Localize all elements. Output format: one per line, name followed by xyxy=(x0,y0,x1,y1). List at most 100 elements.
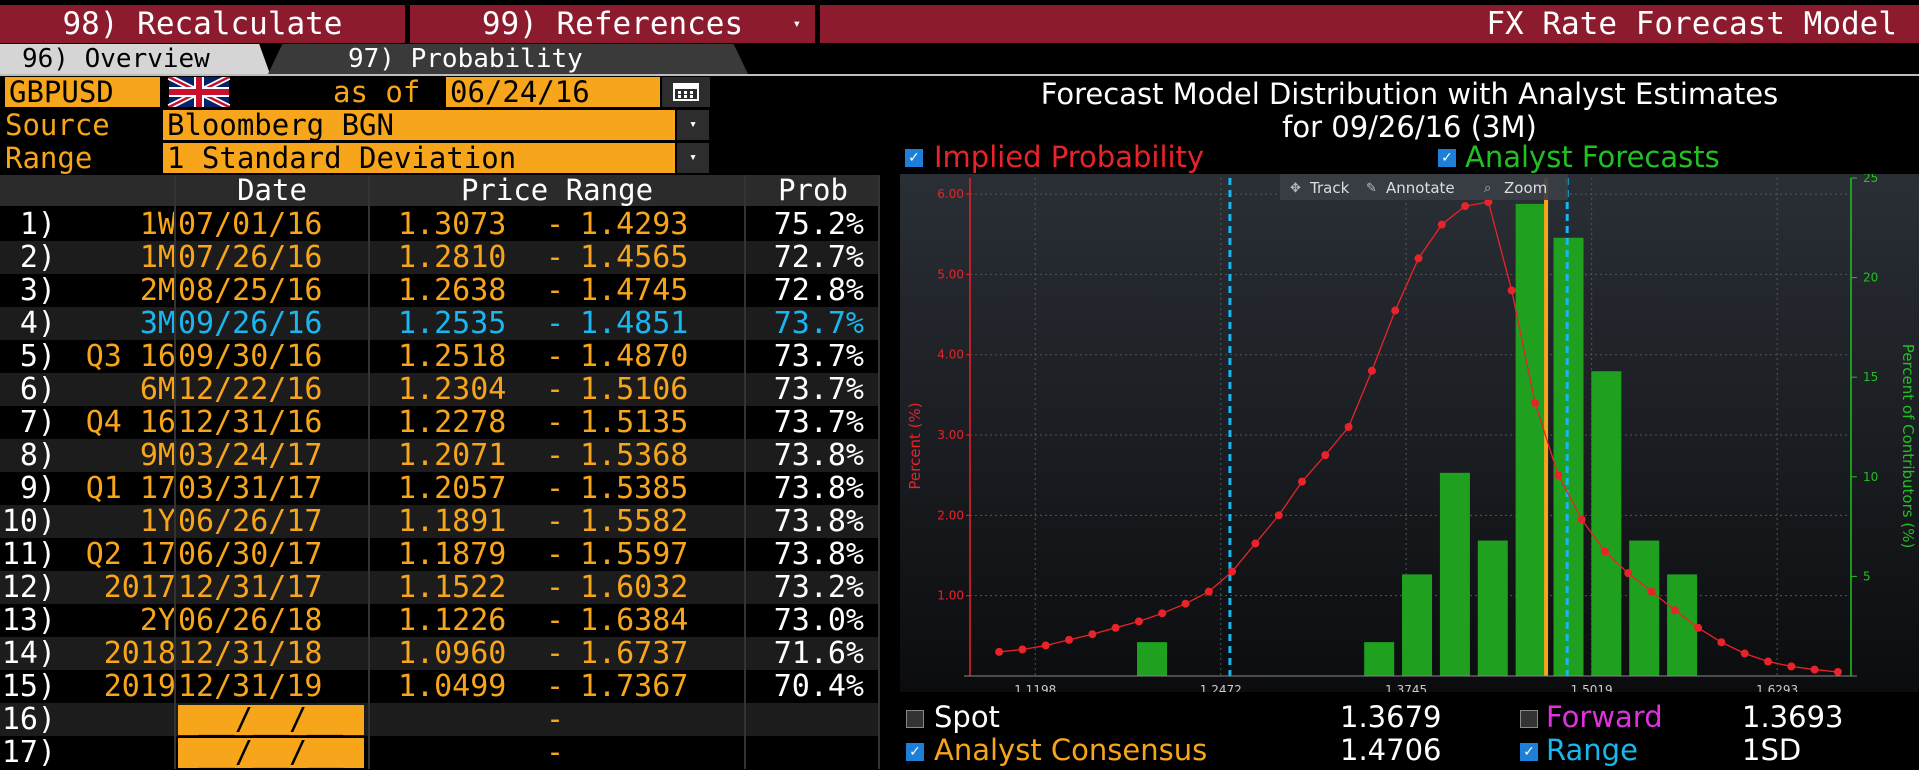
row-date[interactable]: 12/31/16 xyxy=(178,405,323,440)
y-tick-left: 2.00 xyxy=(937,508,964,522)
row-date[interactable]: 09/30/16 xyxy=(178,339,323,374)
row-price-low: 1.2535 xyxy=(398,306,507,341)
row-tenor: Q4 16 xyxy=(85,405,176,440)
implied-probability-checkbox[interactable] xyxy=(905,149,923,167)
implied-probability-point xyxy=(1088,630,1097,639)
analyst-forecasts-checkbox[interactable] xyxy=(1438,149,1456,167)
row-price-low: 1.2638 xyxy=(398,273,507,308)
forward-checkbox[interactable] xyxy=(1520,710,1538,728)
table-row[interactable]: 8) 9M 03/24/17 1.2071 -1.5368 73.8% xyxy=(0,439,880,472)
table-row[interactable]: 12) 2017 12/31/17 1.1522 -1.6032 73.2% xyxy=(0,571,880,604)
row-index: 8) xyxy=(19,438,56,473)
y-tick-left: 3.00 xyxy=(937,428,964,442)
range-dropdown-button[interactable]: ▾ xyxy=(677,143,709,173)
row-tenor: 1M xyxy=(139,240,176,275)
consensus-value: 1.4706 xyxy=(1340,733,1442,767)
x-tick-label: 1.5019 xyxy=(1571,683,1613,692)
range-checkbox[interactable] xyxy=(1520,743,1538,761)
row-dash: - xyxy=(545,537,565,572)
row-tenor: 2019 xyxy=(103,669,176,704)
row-dash: - xyxy=(545,603,565,638)
source-select[interactable]: Bloomberg BGN xyxy=(163,110,675,140)
row-index: 16) xyxy=(1,702,56,737)
table-row[interactable]: 14) 2018 12/31/18 1.0960 -1.6737 71.6% xyxy=(0,637,880,670)
implied-probability-point xyxy=(1740,649,1749,658)
column-header-prob[interactable]: Prob xyxy=(746,175,880,206)
tab-probability-calculator[interactable]: 97) Probability Calculator xyxy=(268,44,748,74)
table-row[interactable]: 11) Q2 17 06/30/17 1.1879 -1.5597 73.8% xyxy=(0,538,880,571)
table-row[interactable]: 1) 1W 07/01/16 1.3073 -1.4293 75.2% xyxy=(0,208,880,241)
zoom-icon: ⌕ xyxy=(1484,181,1491,196)
row-dash: - xyxy=(545,735,565,770)
chart-ticks: 1.00 2.00 3.00 4.00 5.00 6.00 5 10 15 20 25 1.1198 1… xyxy=(937,174,1878,692)
table-row[interactable]: 2) 1M 07/26/16 1.2810 -1.4565 72.7% xyxy=(0,241,880,274)
calendar-button[interactable] xyxy=(662,77,710,107)
implied-probability-point xyxy=(1228,567,1237,576)
track-button[interactable]: Track xyxy=(1309,179,1350,197)
table-row[interactable]: 6) 6M 12/22/16 1.2304 -1.5106 73.7% xyxy=(0,373,880,406)
table-row[interactable]: 9) Q1 17 03/31/17 1.2057 -1.5385 73.8% xyxy=(0,472,880,505)
implied-probability-point xyxy=(1274,511,1283,520)
implied-probability-point xyxy=(1111,623,1120,632)
range-legend-label: Range xyxy=(1546,733,1638,767)
column-header-price-range[interactable]: Price Range xyxy=(370,175,744,206)
row-date[interactable]: 06/26/17 xyxy=(178,504,323,539)
row-date[interactable]: 03/24/17 xyxy=(178,438,323,473)
row-date[interactable]: 07/26/16 xyxy=(178,240,323,275)
row-date[interactable]: 12/22/16 xyxy=(178,372,323,407)
row-tenor: 2Y xyxy=(139,603,176,638)
implied-probability-point xyxy=(1437,220,1446,229)
table-row[interactable]: 4) 3M 09/26/16 1.2535 -1.4851 73.7% xyxy=(0,307,880,340)
implied-probability-point xyxy=(1694,623,1703,632)
as-of-label: as of xyxy=(333,75,421,109)
row-price-low: 1.2071 xyxy=(398,438,507,473)
row-date-input[interactable]: __/__/__ xyxy=(178,738,364,768)
table-row[interactable]: 7) Q4 16 12/31/16 1.2278 -1.5135 73.7% xyxy=(0,406,880,439)
consensus-checkbox[interactable] xyxy=(906,743,924,761)
row-date[interactable]: 09/26/16 xyxy=(178,306,323,341)
analyst-bar xyxy=(1629,540,1660,676)
row-price-low: 1.2810 xyxy=(398,240,507,275)
row-prob: 70.4% xyxy=(773,669,864,704)
annotate-button[interactable]: Annotate xyxy=(1386,179,1455,197)
row-index: 2) xyxy=(19,240,56,275)
row-date[interactable]: 12/31/18 xyxy=(178,636,323,671)
implied-probability-point xyxy=(1134,617,1143,626)
row-index: 12) xyxy=(1,570,56,605)
implied-probability-point xyxy=(1763,657,1772,666)
row-date[interactable]: 06/26/18 xyxy=(178,603,323,638)
range-select[interactable]: 1 Standard Deviation xyxy=(163,143,675,173)
row-date[interactable]: 03/31/17 xyxy=(178,471,323,506)
row-date[interactable]: 12/31/19 xyxy=(178,669,323,704)
row-dash: - xyxy=(545,207,565,242)
implied-probability-point xyxy=(1461,202,1470,211)
table-row-empty[interactable]: 16) __/__/__ - xyxy=(0,703,880,736)
row-date[interactable]: 07/01/16 xyxy=(178,207,323,242)
column-header-date[interactable]: Date xyxy=(176,175,368,206)
table-row[interactable]: 3) 2M 08/25/16 1.2638 -1.4745 72.8% xyxy=(0,274,880,307)
table-row[interactable]: 13) 2Y 06/26/18 1.1226 -1.6384 73.0% xyxy=(0,604,880,637)
references-button[interactable]: 99) References ▾ xyxy=(410,5,815,43)
implied-probability-point xyxy=(1251,539,1260,548)
table-row[interactable]: 5) Q3 16 09/30/16 1.2518 -1.4870 73.7% xyxy=(0,340,880,373)
currency-pair-field[interactable]: GBPUSD xyxy=(5,77,160,107)
analyst-bar xyxy=(1591,371,1622,676)
column-separator xyxy=(174,175,176,769)
recalculate-button[interactable]: 98) Recalculate xyxy=(0,5,405,43)
table-row[interactable]: 10) 1Y 06/26/17 1.1891 -1.5582 73.8% xyxy=(0,505,880,538)
implied-probability-series xyxy=(995,198,1842,676)
spot-checkbox[interactable] xyxy=(906,710,924,728)
table-row[interactable]: 15) 2019 12/31/19 1.0499 -1.7367 70.4% xyxy=(0,670,880,703)
implied-probability-point xyxy=(1717,638,1726,647)
table-row-empty[interactable]: 17) __/__/__ - xyxy=(0,736,880,769)
row-date[interactable]: 12/31/17 xyxy=(178,570,323,605)
row-date-input[interactable]: __/__/__ xyxy=(178,705,364,735)
source-dropdown-button[interactable]: ▾ xyxy=(677,110,709,140)
row-date[interactable]: 08/25/16 xyxy=(178,273,323,308)
x-tick-label: 1.1198 xyxy=(1014,683,1056,692)
zoom-button[interactable]: Zoom xyxy=(1504,179,1547,197)
as-of-date-field[interactable]: 06/24/16 xyxy=(446,77,660,107)
tab-overview[interactable]: 96) Overview xyxy=(0,44,270,74)
row-date[interactable]: 06/30/17 xyxy=(178,537,323,572)
forecast-distribution-chart[interactable]: 1.00 2.00 3.00 4.00 5.00 6.00 5 10 15 20 25 1.1198 1… xyxy=(900,174,1919,692)
